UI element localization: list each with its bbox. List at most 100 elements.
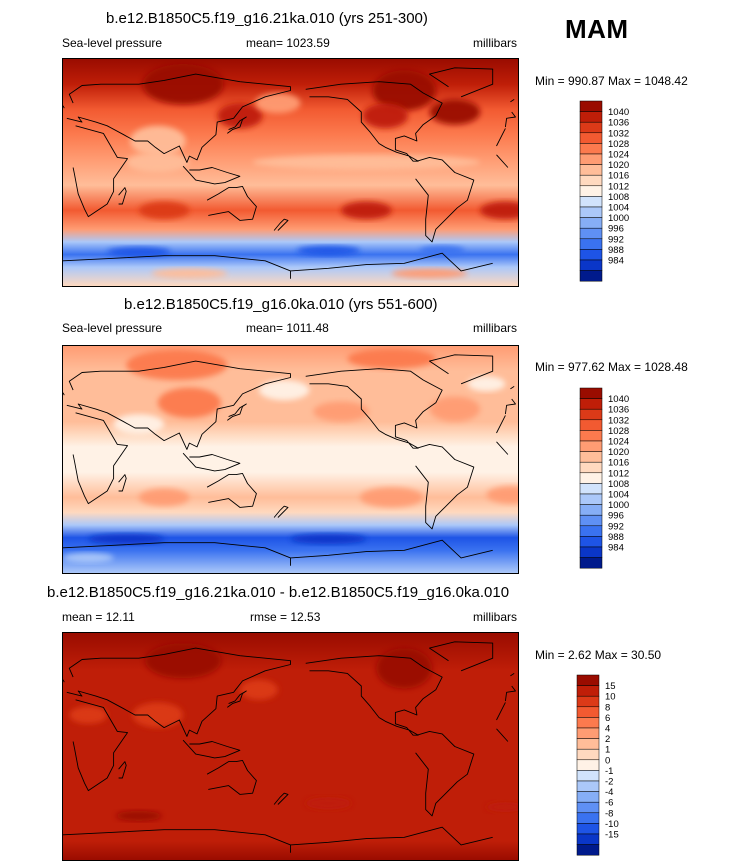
colorbar-swatch bbox=[579, 174, 603, 187]
colorbar-swatch bbox=[579, 259, 603, 271]
coastline-uk bbox=[63, 386, 515, 396]
panel-1-variable-label: Sea-level pressure bbox=[62, 36, 163, 50]
colorbar-tick-label: -1 bbox=[605, 766, 613, 777]
coastline-africa bbox=[72, 699, 509, 792]
panel-3-minmax-label: Min = 2.62 Max = 30.50 bbox=[535, 648, 662, 662]
colorbar-swatch bbox=[576, 801, 600, 814]
colorbar-tick-label: 992 bbox=[608, 234, 624, 245]
coastline-africa bbox=[72, 412, 509, 505]
colorbar-tick-label: -8 bbox=[605, 808, 613, 819]
colorbar-swatch bbox=[579, 153, 603, 165]
field-feature-0 bbox=[142, 64, 224, 105]
coastline-greenland bbox=[429, 354, 494, 385]
panel-3-title: b.e12.B1850C5.f19_g16.21ka.010 - b.e12.B… bbox=[47, 584, 510, 601]
panel-3-mean-label: mean = 12.11 bbox=[62, 610, 135, 624]
panel-2-units-label: millibars bbox=[473, 321, 518, 335]
colorbar-tick-label: -6 bbox=[605, 798, 613, 809]
colorbar-tick-label: 1016 bbox=[608, 458, 629, 469]
coastline-antarctica-coast bbox=[63, 539, 493, 566]
panel-2-minmax-label: Min = 977.62 Max = 1028.48 bbox=[535, 360, 688, 374]
colorbar-tick-label: 1028 bbox=[608, 139, 629, 150]
colorbar-swatch bbox=[576, 717, 600, 729]
colorbar-tick-label: 1036 bbox=[608, 118, 629, 129]
field-feature-9 bbox=[341, 201, 392, 220]
field-feature-3 bbox=[362, 103, 409, 129]
colorbar-tick-label: 1032 bbox=[608, 415, 629, 426]
colorbar-tick-label: 988 bbox=[608, 532, 624, 543]
panel-1-colorbar: 1040 1036 1032 1028 1024 1020 1016 1012 1008 1004… bbox=[579, 100, 650, 282]
coastline-australia bbox=[206, 759, 257, 795]
panel-1-minmax-label: Min = 990.87 Max = 1048.42 bbox=[535, 74, 688, 88]
colorbar-tick-label: 1028 bbox=[608, 426, 629, 437]
coastline-south-america bbox=[415, 443, 475, 530]
colorbar-tick-label: 6 bbox=[605, 713, 610, 724]
field-feature-14 bbox=[419, 245, 465, 256]
colorbar-swatch bbox=[576, 695, 600, 708]
colorbar-tick-label: 15 bbox=[605, 681, 616, 692]
colorbar-tick-label: 1016 bbox=[608, 171, 629, 182]
colorbar-swatch bbox=[579, 206, 603, 218]
field-feature-15 bbox=[391, 268, 468, 279]
coastline-eurasia bbox=[66, 73, 516, 163]
colorbar-swatch bbox=[576, 738, 600, 750]
colorbar-tick-label: 1000 bbox=[608, 500, 629, 511]
colorbar-tick-label: 1024 bbox=[608, 437, 629, 448]
coastline-madagascar bbox=[118, 761, 127, 779]
field-feature-5 bbox=[255, 93, 301, 114]
coastline-new-zealand bbox=[273, 505, 289, 518]
colorbar-swatch bbox=[579, 536, 603, 548]
colorbar-swatch bbox=[579, 430, 603, 442]
field-feature-2 bbox=[429, 396, 481, 422]
coastline-new-zealand bbox=[273, 218, 289, 231]
colorbar-tick-label: 984 bbox=[608, 256, 624, 267]
field-feature-6 bbox=[258, 380, 310, 401]
coastline-africa bbox=[72, 125, 509, 218]
panel-3-map-svg bbox=[63, 633, 518, 860]
field-feature-3 bbox=[132, 702, 184, 728]
field-feature-7 bbox=[126, 152, 190, 173]
panel-2-map-svg bbox=[63, 346, 518, 573]
colorbar-tick-label: 2 bbox=[605, 734, 610, 745]
field-feature-1 bbox=[372, 70, 436, 111]
colorbar-swatch bbox=[579, 461, 603, 474]
colorbar-swatch bbox=[576, 674, 600, 686]
colorbar-swatch bbox=[579, 525, 603, 537]
field-feature-11 bbox=[138, 201, 190, 220]
colorbar-tick-label: 992 bbox=[608, 521, 624, 532]
panel-2-mean-label: mean= 1011.48 bbox=[246, 321, 329, 335]
colorbar-tick-label: 1004 bbox=[608, 490, 629, 501]
panel-2-colorbar: 1040 1036 1032 1028 1024 1020 1016 1012 1008 1004… bbox=[579, 387, 650, 569]
colorbar-swatch bbox=[579, 493, 603, 505]
coastline-south-america bbox=[415, 730, 475, 817]
colorbar-tick-label: 1020 bbox=[608, 160, 629, 171]
field-feature-10 bbox=[480, 201, 518, 220]
field-background bbox=[63, 633, 518, 860]
coastline-greenland bbox=[429, 641, 494, 672]
colorbar-swatch bbox=[579, 504, 603, 516]
colorbar-tick-label: 1008 bbox=[608, 192, 629, 203]
colorbar-swatch bbox=[579, 185, 603, 197]
colorbar-swatch bbox=[576, 748, 600, 761]
colorbar-swatch bbox=[579, 217, 603, 229]
colorbar-swatch bbox=[579, 100, 603, 112]
field-feature-8 bbox=[360, 487, 424, 508]
field-feature-1 bbox=[376, 648, 433, 689]
coastline-new-zealand bbox=[273, 792, 289, 805]
colorbar-tick-label: 996 bbox=[608, 511, 624, 522]
coastline-madagascar bbox=[118, 187, 127, 205]
coastline-madagascar bbox=[118, 474, 127, 492]
colorbar-swatch bbox=[579, 164, 603, 176]
colorbar-tick-label: -2 bbox=[605, 777, 613, 788]
colorbar-tick-label: -10 bbox=[605, 819, 619, 830]
coastline-japan bbox=[227, 403, 247, 421]
field-feature-12 bbox=[88, 533, 165, 544]
field-feature-6 bbox=[129, 125, 186, 157]
panel-2-title: b.e12.B1850C5.f19_g16.0ka.010 (yrs 551-6… bbox=[124, 296, 438, 313]
field-feature-3 bbox=[313, 401, 369, 422]
colorbar-tick-label: 1 bbox=[605, 745, 610, 756]
field-feature-13 bbox=[107, 246, 171, 257]
field-feature-7 bbox=[116, 810, 162, 821]
colorbar-swatch bbox=[576, 727, 600, 739]
colorbar-tick-label: -15 bbox=[605, 830, 619, 841]
colorbar-swatch bbox=[579, 472, 603, 484]
